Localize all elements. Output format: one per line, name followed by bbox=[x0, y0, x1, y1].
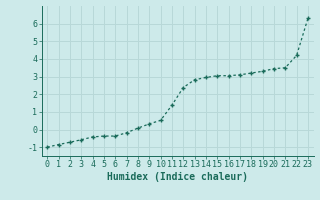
X-axis label: Humidex (Indice chaleur): Humidex (Indice chaleur) bbox=[107, 172, 248, 182]
